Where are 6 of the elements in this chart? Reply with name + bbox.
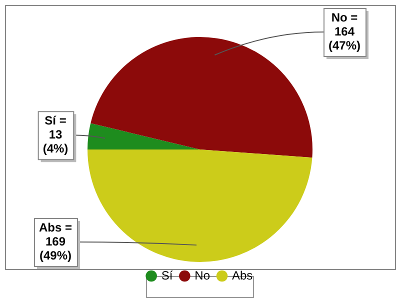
legend-label: Sí bbox=[161, 268, 174, 282]
legend-label: Abs bbox=[232, 268, 253, 282]
data-label: No = 164 (47%) bbox=[328, 10, 361, 52]
data-label: Abs = 169 (49%) bbox=[38, 220, 72, 262]
data-label: Sí = 13 (4%) bbox=[42, 113, 68, 156]
legend-label: No bbox=[194, 268, 210, 282]
